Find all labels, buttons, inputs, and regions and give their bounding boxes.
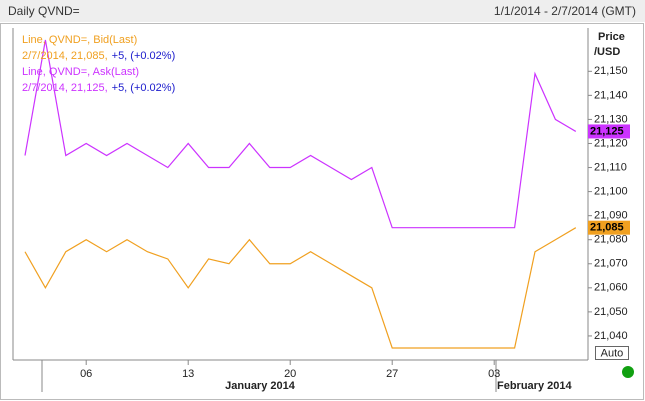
y-tick-label: 21,040 <box>594 330 628 342</box>
date-range: 1/1/2014 - 2/7/2014 (GMT) <box>494 4 636 18</box>
x-tick-label: 06 <box>80 368 92 380</box>
last-value-label: 21,085 <box>590 222 624 234</box>
y-tick-label: 21,070 <box>594 258 628 270</box>
last-value-box <box>588 220 630 235</box>
y-tick-label: 21,050 <box>594 306 628 318</box>
last-value-label: 21,125 <box>590 125 624 137</box>
legend-detail: 2/7/2014, 21,125, +5, (+0.02%) <box>22 82 175 94</box>
auto-button-label[interactable]: Auto <box>601 347 624 359</box>
x-tick-label: 27 <box>386 368 398 380</box>
series-line <box>24 39 577 229</box>
header-bar <box>0 0 645 22</box>
y-tick-label: 21,140 <box>594 89 628 101</box>
y-tick-label: 21,110 <box>594 161 627 173</box>
x-tick-label: 13 <box>182 368 194 380</box>
chart-title: Daily QVND= <box>8 4 80 18</box>
y-tick-label: 21,130 <box>594 113 628 125</box>
status-dot <box>622 366 634 378</box>
y-tick-label: 21,120 <box>594 137 628 149</box>
y-axis-label: Price <box>598 31 625 43</box>
legend-name: Line, QVND=, Bid(Last) <box>22 34 137 46</box>
last-value-box <box>588 124 630 139</box>
y-tick-label: 21,150 <box>594 65 628 77</box>
x-tick-label: 20 <box>284 368 296 380</box>
legend-change: +5, (+0.02%) <box>112 50 176 62</box>
legend-name: Line, QVND=, Ask(Last) <box>22 66 139 78</box>
legend-value: 2/7/2014, 21,085, <box>22 50 108 62</box>
month-label: January 2014 <box>225 380 296 392</box>
legend-value: 2/7/2014, 21,125, <box>22 82 108 94</box>
legend-detail: 2/7/2014, 21,085, +5, (+0.02%) <box>22 50 175 62</box>
x-tick-label: 03 <box>488 368 500 380</box>
series-line <box>24 227 577 349</box>
y-axis-label: /USD <box>594 46 620 58</box>
auto-button[interactable] <box>595 346 629 360</box>
month-label: February 2014 <box>497 380 572 392</box>
legend-change: +5, (+0.02%) <box>112 82 176 94</box>
y-tick-label: 21,080 <box>594 234 628 246</box>
y-tick-label: 21,090 <box>594 210 628 222</box>
y-tick-label: 21,060 <box>594 282 628 294</box>
y-tick-label: 21,100 <box>594 186 628 198</box>
frame <box>0 23 644 400</box>
